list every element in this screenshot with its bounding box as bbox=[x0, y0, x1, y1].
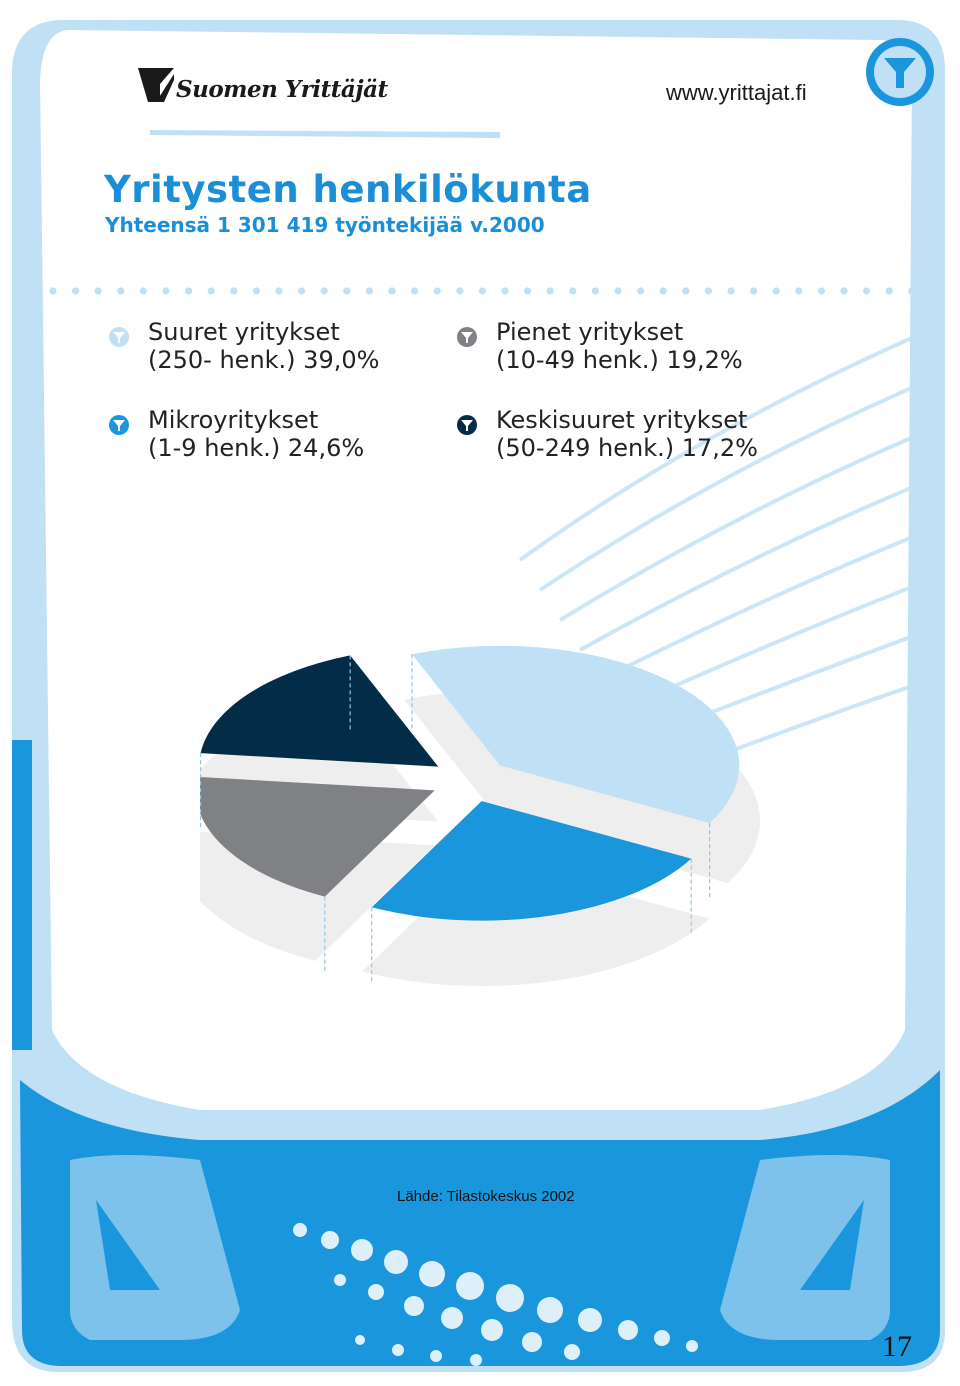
divider-dot bbox=[162, 287, 170, 295]
divider-dot bbox=[591, 287, 600, 295]
legend-label: Mikroyritykset bbox=[148, 406, 319, 434]
divider-dot bbox=[569, 287, 577, 295]
pie-slice bbox=[200, 777, 435, 897]
divider-dot bbox=[750, 287, 758, 295]
legend-label: Suuret yritykset bbox=[148, 318, 340, 346]
divider-dot bbox=[456, 287, 464, 295]
divider-dot bbox=[388, 287, 396, 295]
divider-dot bbox=[704, 287, 713, 295]
divider-dot bbox=[840, 287, 848, 295]
divider-dot bbox=[343, 287, 351, 295]
divider-dot bbox=[411, 287, 419, 295]
source-note: Lähde: Tilastokeskus 2002 bbox=[397, 1188, 575, 1205]
divider-dot bbox=[252, 287, 260, 295]
divider-dot bbox=[433, 287, 441, 295]
divider-dot bbox=[659, 287, 667, 295]
divider-dot bbox=[772, 287, 780, 295]
divider-dot bbox=[908, 287, 916, 295]
brand-name: Suomen Yrittäjät bbox=[176, 76, 388, 103]
divider-dot bbox=[207, 287, 215, 295]
legend-y-icon bbox=[109, 415, 129, 435]
divider-dot bbox=[637, 287, 645, 295]
frame-bottom-light bbox=[70, 1155, 240, 1340]
legend-value: (10-49 henk.) 19,2% bbox=[496, 346, 743, 374]
frame-bottom-light-right bbox=[720, 1155, 890, 1340]
divider-dot bbox=[275, 287, 283, 295]
legend-value: (50-249 henk.) 17,2% bbox=[496, 434, 758, 462]
company-logo bbox=[138, 68, 174, 102]
divider-dot bbox=[885, 287, 893, 295]
divider-dot bbox=[501, 287, 509, 295]
divider-dot bbox=[817, 287, 826, 295]
frame-triangle-right bbox=[800, 1200, 864, 1290]
frame-bottom-band bbox=[20, 1070, 940, 1366]
halftone-dots bbox=[293, 1223, 698, 1366]
divider-dot bbox=[185, 287, 193, 295]
legend-y-icon bbox=[457, 415, 477, 435]
divider-dot bbox=[727, 287, 735, 295]
divider-dot bbox=[139, 287, 147, 295]
page-title: Yritysten henkilökunta bbox=[104, 168, 592, 211]
logo-y-mark bbox=[138, 68, 174, 102]
legend-label: Pienet yritykset bbox=[496, 318, 684, 346]
divider-dot bbox=[298, 287, 306, 295]
divider-dot bbox=[682, 287, 690, 295]
corner-badge-y-icon bbox=[884, 58, 916, 88]
divider-dot bbox=[524, 287, 532, 295]
pie-slice bbox=[200, 655, 439, 767]
pie-slice bbox=[411, 645, 740, 824]
divider-dot bbox=[365, 287, 373, 295]
divider-dot bbox=[546, 287, 554, 295]
divider-dot bbox=[614, 287, 622, 295]
page-number: 17 bbox=[882, 1330, 912, 1363]
legend-value: (1-9 henk.) 24,6% bbox=[148, 434, 365, 462]
divider-dot bbox=[478, 287, 486, 295]
divider-dot bbox=[230, 287, 238, 295]
divider-dot bbox=[795, 287, 803, 295]
page-subtitle: Yhteensä 1 301 419 työntekijää v.2000 bbox=[105, 213, 545, 237]
divider-dot bbox=[863, 287, 871, 295]
divider-dot bbox=[320, 287, 328, 295]
divider-dot bbox=[117, 287, 125, 295]
legend-value: (250- henk.) 39,0% bbox=[148, 346, 380, 374]
frame-triangle-left bbox=[96, 1200, 160, 1290]
divider-dot bbox=[49, 287, 57, 295]
divider-dot bbox=[72, 287, 80, 295]
pie-slice bbox=[371, 801, 692, 921]
divider-dot bbox=[94, 287, 102, 295]
pie-chart bbox=[200, 645, 760, 987]
dotted-divider bbox=[49, 287, 916, 295]
legend-y-icon bbox=[457, 327, 477, 347]
legend-y-icon bbox=[109, 327, 129, 347]
legend-label: Keskisuuret yritykset bbox=[496, 406, 748, 434]
website-link[interactable]: www.yrittajat.fi bbox=[666, 80, 807, 105]
